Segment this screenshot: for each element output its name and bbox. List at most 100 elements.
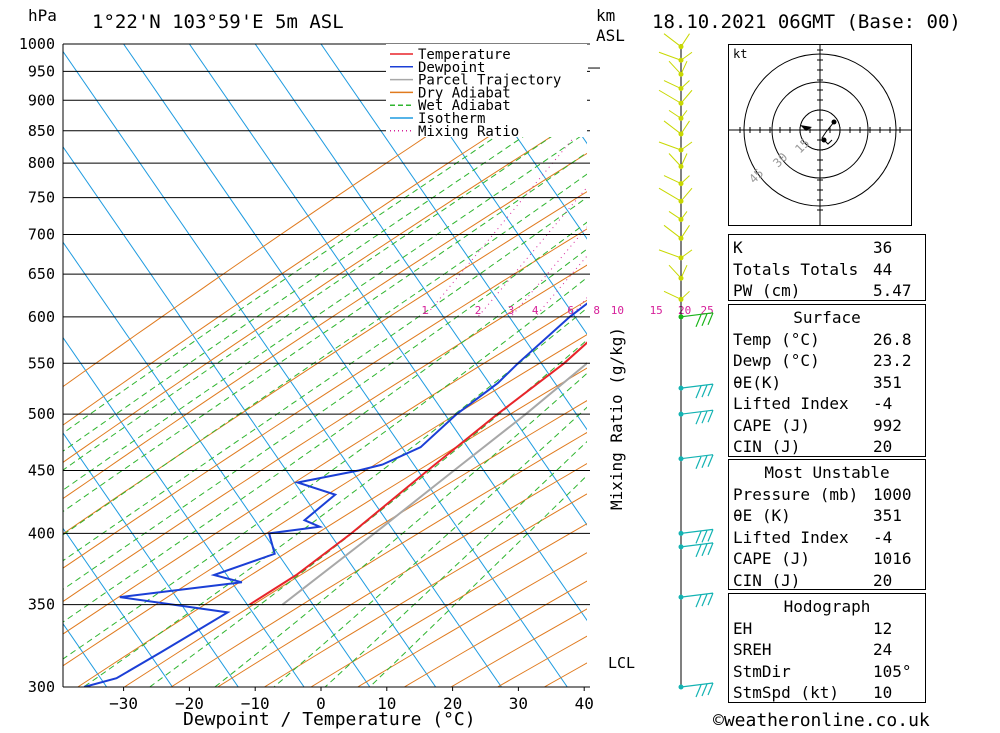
mu-thetae-key: θE (K) <box>733 506 791 525</box>
wind-barb <box>680 383 714 399</box>
dry-adiabat-line <box>63 113 587 463</box>
pressure-tick-label: 500 <box>28 405 55 423</box>
legend-box <box>386 44 587 137</box>
mixing-ratio-label: 6 <box>567 304 574 317</box>
pressure-tick-label: 650 <box>28 265 55 283</box>
isotherm-line <box>188 44 587 622</box>
wind-barb <box>668 153 688 167</box>
wind-barb <box>663 80 690 89</box>
isotherm-line <box>254 44 587 526</box>
most-unstable-title: Most Unstable <box>764 463 890 482</box>
legend-label: Dewpoint <box>418 60 485 76</box>
isotherm-line <box>452 44 587 240</box>
wind-barb <box>663 224 690 239</box>
mixing-ratio-label: 3 <box>508 304 515 317</box>
x-tick-label: 30 <box>509 694 528 713</box>
wind-barb <box>663 175 690 185</box>
legend-label: Mixing Ratio <box>418 124 519 140</box>
pressure-tick-label: 750 <box>28 189 55 207</box>
mixing-ratio-axis-title: Mixing Ratio (g/kg) <box>607 326 626 510</box>
index-row-k: K 36 <box>733 238 893 257</box>
wind-barb <box>668 109 688 119</box>
legend-label: Dry Adiabat <box>418 85 511 101</box>
sreh-key: SREH <box>733 640 772 659</box>
surface-cape-value: 992 <box>873 415 902 435</box>
mu-cin-value: 20 <box>873 570 893 590</box>
wet-adiabat-line <box>63 74 587 434</box>
wind-barb <box>663 120 690 135</box>
location-title: 1°22'N 103°59'E 5m ASL <box>92 11 344 33</box>
pressure-tick-label: 950 <box>28 62 55 80</box>
wet-adiabat-line <box>63 173 587 536</box>
stmspd-key: StmSpd (kt) <box>733 683 839 702</box>
pressure-tick-label: 550 <box>28 354 55 372</box>
dewpoint-line <box>83 302 587 687</box>
wet-adiabat-line <box>63 111 587 471</box>
surface-temp-key: Temp (°C) <box>733 329 820 349</box>
storm-motion-arrow <box>800 125 812 131</box>
x-tick-label: −10 <box>241 694 270 713</box>
mixing-ratio-label: 15 <box>650 304 663 317</box>
wind-barb <box>680 682 714 698</box>
dry-adiabat-line <box>217 462 587 687</box>
mu-thetae-value: 351 <box>873 506 902 525</box>
copyright-link[interactable]: ©weatheronline.co.uk <box>713 710 930 731</box>
stmspd-value: 10 <box>873 683 893 702</box>
surface-title: Surface <box>793 308 861 327</box>
pressure-tick-label: 900 <box>28 91 55 109</box>
indices-table: K 36 Totals Totals 44 PW (cm) 5.47 <box>728 234 926 301</box>
pressure-tick-label: 800 <box>28 154 55 172</box>
hodograph-point <box>831 119 837 125</box>
x-tick-label: −30 <box>109 694 138 713</box>
wet-adiabat-line <box>63 131 587 491</box>
most-unstable-table: Most Unstable Pressure (mb) 1000 θE (K) 35… <box>728 459 926 590</box>
mu-li-key: Lifted Index <box>733 527 849 547</box>
isotherm-line <box>63 432 239 687</box>
wind-barb <box>663 290 690 300</box>
wind-barb <box>658 51 693 61</box>
wind-barb <box>663 33 690 48</box>
wind-barb <box>658 249 693 259</box>
mixing-ratio-label: 4 <box>532 304 539 317</box>
dry-adiabat-line <box>63 299 587 635</box>
wind-barb <box>668 60 688 75</box>
wind-barb <box>680 528 714 544</box>
x-tick-label: −20 <box>175 694 204 713</box>
x-tick-label: 0 <box>316 694 326 713</box>
pressure-tick-label: 600 <box>28 308 55 326</box>
surface-li-key: Lifted Index <box>733 394 849 413</box>
mu-pressure-key: Pressure (mb) <box>733 484 859 504</box>
wind-barb <box>668 211 688 220</box>
stmdir-value: 105° <box>873 661 912 681</box>
wind-barb <box>658 89 693 104</box>
pressure-tick-label: 700 <box>28 225 55 243</box>
dry-adiabat-line <box>77 367 587 687</box>
index-row-pw: PW (cm) 5.47 <box>733 281 912 300</box>
dry-adiabat-line <box>170 431 587 687</box>
mu-cape-value: 1016 <box>873 549 912 568</box>
dry-adiabat-line <box>63 72 587 426</box>
hodograph-unit: kt <box>733 47 748 61</box>
surface-thetae-value: 351 <box>873 372 902 392</box>
isotherm-line <box>386 44 587 336</box>
pressure-tick-label: 850 <box>28 122 55 140</box>
legend-label: Isotherm <box>418 111 485 127</box>
mixing-ratio-label: 2 <box>475 304 482 317</box>
dry-adiabat-line <box>63 152 587 500</box>
wind-barb <box>668 264 688 279</box>
legend-label: Parcel Trajectory <box>418 73 561 89</box>
mixing-ratio-label: 1 <box>421 304 428 317</box>
hodograph-trace <box>821 121 835 145</box>
sreh-value: 24 <box>873 640 893 659</box>
wind-barb <box>680 542 714 558</box>
surface-temp-value: 26.8 <box>873 329 912 349</box>
wind-barb <box>680 409 714 425</box>
pressure-tick-label: 350 <box>28 596 55 614</box>
wind-barb <box>680 592 714 608</box>
surface-cin-value: 20 <box>873 437 893 456</box>
stmdir-key: StmDir <box>733 661 791 681</box>
surface-dewp-key: Dewp (°C) <box>733 351 820 370</box>
height-unit-km: km <box>596 6 616 25</box>
surface-thetae-key: θE(K) <box>733 372 782 392</box>
pressure-tick-label: 300 <box>28 678 55 696</box>
